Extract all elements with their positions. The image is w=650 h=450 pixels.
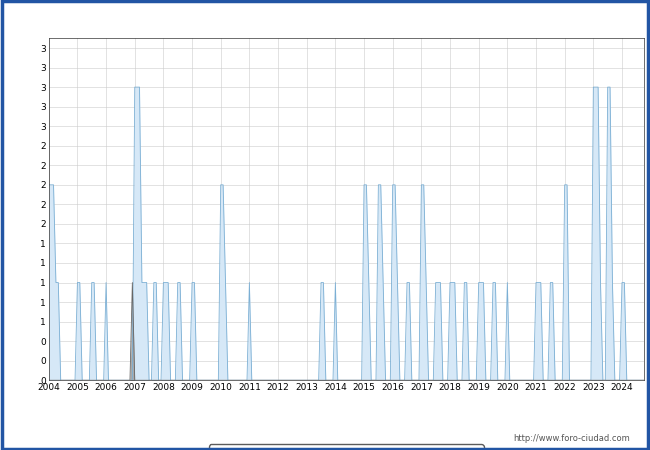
Legend: Viviendas Nuevas, Viviendas Usadas: Viviendas Nuevas, Viviendas Usadas	[209, 445, 484, 450]
Text: Trabadelo - Evolucion del Nº de Transacciones Inmobiliarias: Trabadelo - Evolucion del Nº de Transacc…	[127, 12, 523, 25]
Text: http://www.foro-ciudad.com: http://www.foro-ciudad.com	[514, 434, 630, 443]
